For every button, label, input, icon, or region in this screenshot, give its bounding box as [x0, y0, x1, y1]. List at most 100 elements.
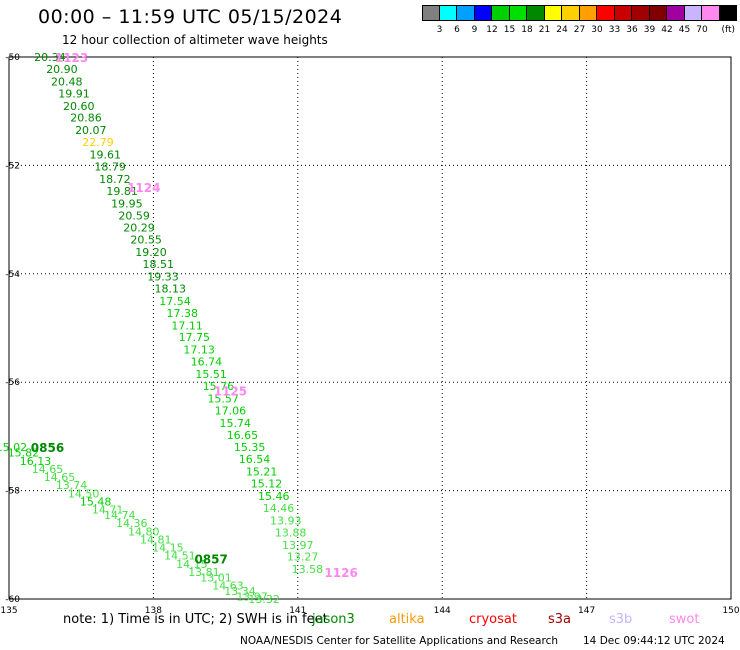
wave-height-value: 14.63	[212, 579, 244, 592]
wave-height-value: 18.13	[154, 282, 186, 295]
color-scale-label: 42	[661, 25, 673, 35]
wave-height-value: 20.90	[46, 63, 78, 76]
color-scale-label: 27	[573, 25, 586, 35]
pass-time-label: 0856	[31, 441, 64, 455]
wave-height-value: 15.74	[219, 417, 251, 430]
color-scale-swatch	[702, 6, 720, 20]
wave-height-value: 22.79	[82, 136, 114, 149]
wave-height-value: 14.81	[140, 533, 172, 546]
color-scale-swatch	[719, 6, 737, 20]
wave-height-value: 20.86	[70, 112, 102, 125]
wave-height-value: 15.76	[203, 380, 235, 393]
color-scale-label: 6	[454, 25, 460, 35]
wave-height-value: 14.71	[92, 504, 124, 517]
wave-height-value: 19.61	[90, 149, 122, 162]
color-scale-swatch	[527, 6, 545, 20]
color-scale-swatch	[544, 6, 562, 20]
color-scale-label: 36	[626, 25, 638, 35]
wave-height-value: 16.74	[191, 356, 223, 369]
map-title: 00:00 – 11:59 UTC 05/15/2024	[38, 6, 343, 28]
wave-height-value: 14.36	[116, 517, 148, 530]
wave-height-value: 14.80	[128, 525, 160, 538]
x-tick-label: 135	[0, 606, 17, 616]
wave-height-value: 20.29	[123, 222, 155, 235]
color-scale-swatch	[614, 6, 632, 20]
credit-line: NOAA/NESDIS Center for Satellite Applica…	[240, 635, 558, 647]
wave-height-value: 15.57	[207, 392, 239, 405]
wave-height-value: 20.34	[34, 51, 66, 64]
color-scale-swatch	[684, 6, 702, 20]
wave-height-value: 14.15	[176, 558, 208, 571]
wave-height-value: 14.65	[44, 471, 76, 484]
wave-height-value: 18.51	[142, 258, 174, 271]
wave-height-value: 15.46	[258, 490, 290, 503]
wave-height-value: 14.74	[104, 509, 136, 522]
wave-height-value: 15.48	[80, 495, 112, 508]
legend-satellite-altika: altika	[389, 612, 425, 627]
map-subtitle: 12 hour collection of altimeter wave hei…	[62, 33, 328, 47]
wave-height-value: 16.13	[20, 455, 52, 468]
x-tick-label: 150	[722, 606, 739, 616]
wave-height-value: 17.75	[179, 331, 211, 344]
x-tick-label: 138	[145, 606, 162, 616]
color-scale-swatch	[509, 6, 527, 20]
wave-height-value: 16.65	[227, 429, 259, 442]
color-scale-label: 9	[471, 25, 478, 35]
wave-height-value: 13.88	[275, 526, 307, 539]
wave-height-value: 13.58	[292, 563, 324, 576]
color-scale-label: 3	[436, 25, 443, 35]
color-scale-label: 39	[643, 25, 656, 35]
wave-height-value: 13.27	[287, 551, 319, 564]
color-scale-swatches	[422, 6, 737, 20]
y-tick-label: -50	[5, 53, 20, 63]
color-scale-label: 24	[556, 25, 568, 35]
legend-satellite-s3b: s3b	[609, 612, 633, 627]
color-scale-label: 12	[486, 25, 498, 35]
wave-height-value: 15.51	[195, 368, 227, 381]
color-scale-label: 18	[521, 25, 533, 35]
color-scale-label: 21	[538, 25, 551, 35]
wave-height-value: 14.50	[68, 487, 100, 500]
wave-height-value: 15.35	[234, 441, 266, 454]
y-tick-label: -58	[5, 487, 20, 497]
color-scale-labels: 3 6 9 12 15 18 21 24 27 30 33 36 39 42 45 70 (ft)	[422, 24, 737, 36]
map-frame	[8, 56, 732, 600]
pass-time-label: 0857	[194, 552, 227, 566]
wave-height-value: 13.97	[282, 539, 314, 552]
wave-height-value: 17.13	[183, 344, 215, 357]
pass-time-label: 1126	[324, 566, 357, 580]
wave-height-value: 13.93	[270, 514, 302, 527]
color-scale-swatch	[422, 6, 440, 20]
wave-height-value: 13.32	[248, 593, 280, 606]
color-scale-label: 45	[678, 25, 691, 35]
pass-time-label: 1124	[127, 181, 160, 195]
wave-height-value: 16.54	[239, 453, 271, 466]
wave-height-value: 19.91	[58, 87, 90, 100]
wave-height-value: 14.46	[263, 502, 295, 515]
x-tick-label: 141	[289, 606, 306, 616]
wave-height-value: 18.79	[94, 160, 126, 173]
color-scale-label: 70	[696, 25, 708, 35]
generated-timestamp: 14 Dec 09:44:12 UTC 2024	[583, 635, 725, 647]
color-scale-label: 15	[503, 25, 516, 35]
legend-satellite-cryosat: cryosat	[469, 612, 517, 627]
wave-height-value: 20.07	[75, 124, 107, 137]
color-scale-swatch	[632, 6, 650, 20]
color-scale-label: 30	[591, 25, 603, 35]
wave-height-value: 20.55	[130, 234, 162, 247]
wave-height-value: 20.59	[118, 209, 150, 222]
y-tick-label: -56	[5, 378, 20, 388]
pass-time-label: 1123	[55, 51, 88, 65]
wave-height-value: 18.72	[99, 173, 131, 186]
wave-height-value: 17.06	[215, 404, 247, 417]
color-scale-label: 33	[608, 25, 621, 35]
wave-height-value: 15.12	[251, 478, 283, 491]
wave-height-value: 20.48	[51, 75, 83, 88]
wave-height-value: 17.38	[167, 307, 199, 320]
color-scale-swatch	[667, 6, 685, 20]
legend-satellite-s3a: s3a	[548, 612, 572, 627]
wave-height-value: 15.02	[0, 441, 27, 454]
wave-height-value: 17.54	[159, 295, 191, 308]
wave-height-value: 13.01	[200, 571, 232, 584]
color-scale-swatch	[562, 6, 580, 20]
